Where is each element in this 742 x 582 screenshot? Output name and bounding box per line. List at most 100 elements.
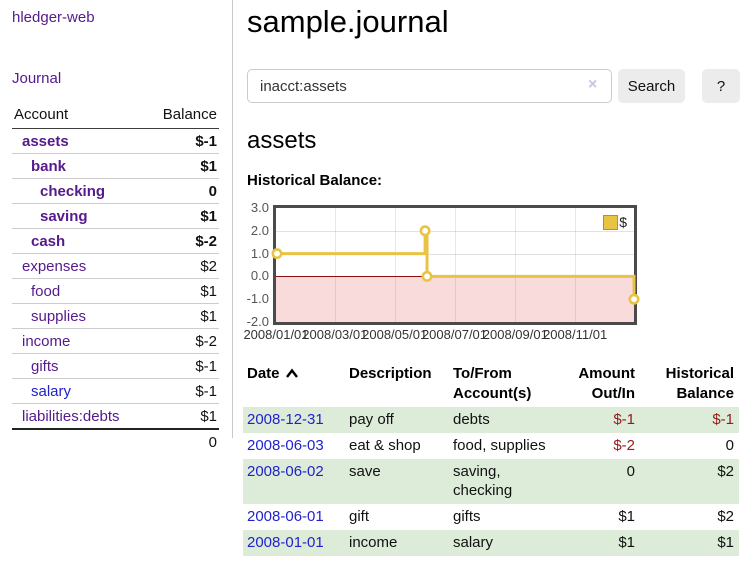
clear-search-icon[interactable]: × <box>588 76 598 93</box>
chart-hgridline <box>276 253 634 255</box>
account-link[interactable]: income <box>22 332 71 350</box>
chart-vgridline <box>394 208 396 322</box>
data-point-marker <box>271 248 283 260</box>
txn-date-link[interactable]: 2008-06-02 <box>247 463 324 480</box>
account-name-cell: gifts <box>12 353 148 379</box>
account-name-cell: assets <box>12 128 148 154</box>
transactions-header-row: Date Description To/From Account(s) Amount … <box>243 361 739 407</box>
txn-date-cell: 2008-06-02 <box>243 459 345 504</box>
x-axis-tick-label: 2008/05/01 <box>362 327 428 342</box>
txn-balance-cell: $2 <box>717 508 734 525</box>
accounts-table-body: assets $-1 bank $1 checking 0 saving $1 cash $-2 e… <box>12 128 219 454</box>
transaction-row: 2008-06-03 eat & shop food, supplies $-2 0 <box>243 433 739 459</box>
search-help-button[interactable]: ? <box>702 69 740 103</box>
txn-date-link[interactable]: 2008-12-31 <box>247 411 324 428</box>
column-header-date[interactable]: Date <box>243 361 345 407</box>
transactions-table-body: 2008-12-31 pay off debts $-1 $-1 2008-06-03 ea… <box>243 407 739 556</box>
chart-plot: 3.0 2.0 1.0 0.0 -1.0 -2.0 2008/01/01 2008/03/01… <box>243 200 640 342</box>
txn-balance-cell: $1 <box>640 530 739 556</box>
account-link[interactable]: food <box>31 282 61 300</box>
account-balance: $1 <box>147 403 219 430</box>
txn-amount-cell: 0 <box>560 459 640 504</box>
chart-hgridline <box>276 299 634 301</box>
y-axis-tick-label: 1.0 <box>250 245 269 261</box>
account-balance: $-2 <box>147 228 219 254</box>
txn-accounts-cell: saving, checking <box>449 459 560 504</box>
search-input[interactable] <box>247 69 612 103</box>
txn-date-cell: 2008-01-01 <box>243 530 345 556</box>
chart-title: Historical Balance: <box>247 172 383 189</box>
txn-date-link[interactable]: 2008-06-01 <box>247 508 324 525</box>
data-point-marker <box>421 270 433 282</box>
column-header-label: Amount Out/In <box>578 365 635 402</box>
account-link[interactable]: saving <box>40 207 88 225</box>
account-name-cell: liabilities:debts <box>12 403 148 430</box>
account-name-cell: income <box>12 328 148 354</box>
account-name-cell: saving <box>12 203 148 229</box>
account-link[interactable]: gifts <box>31 357 59 375</box>
txn-amount-cell: $-1 <box>560 407 640 433</box>
account-link[interactable]: assets <box>22 132 69 150</box>
account-link[interactable]: supplies <box>31 307 87 325</box>
chart-vgridline <box>334 208 336 322</box>
account-balance: $1 <box>147 203 219 229</box>
account-row: gifts $-1 <box>12 353 219 379</box>
account-balance: $-1 <box>147 353 219 379</box>
app-brand-link[interactable]: hledger-web <box>12 9 95 26</box>
column-header-label: Description <box>349 365 432 382</box>
txn-date-link[interactable]: 2008-06-03 <box>247 437 324 454</box>
chart-vgridline <box>454 208 456 322</box>
txn-description-cell: gift <box>349 508 370 525</box>
account-row: expenses $2 <box>12 253 219 279</box>
account-row: food $1 <box>12 278 219 304</box>
transaction-row: 2008-06-01 gift gifts $1 $2 <box>243 504 739 530</box>
chart-vgridline <box>575 208 577 322</box>
accounts-total-row: 0 <box>12 428 219 454</box>
y-axis-tick-label: 0.0 <box>250 268 269 284</box>
balance-series <box>271 225 640 305</box>
y-axis-tick-label: -2.0 <box>246 314 269 329</box>
txn-description-cell: pay off <box>345 407 449 433</box>
search-form: × Search ? <box>247 69 742 103</box>
txn-date-link[interactable]: 2008-01-01 <box>247 534 324 551</box>
txn-accounts-cell: gifts <box>453 508 481 525</box>
txn-amount-cell: $1 <box>618 508 635 525</box>
account-link[interactable]: liabilities:debts <box>22 407 120 425</box>
column-header-description: Description <box>345 361 449 407</box>
txn-date-cell: 2008-06-01 <box>243 504 345 530</box>
account-name-cell: expenses <box>12 253 148 279</box>
x-axis-tick-label: 2008/03/01 <box>302 327 368 342</box>
account-link[interactable]: checking <box>40 182 106 200</box>
column-header-historical-balance: Historical Balance <box>640 361 739 407</box>
x-axis-tick-label: 2008/11/01 <box>543 327 608 342</box>
account-link[interactable]: bank <box>31 157 67 175</box>
sidebar-item-journal[interactable]: Journal <box>12 70 62 87</box>
transaction-row: 2008-01-01 income salary $1 $1 <box>243 530 739 556</box>
txn-accounts-cell: food, supplies <box>453 437 546 454</box>
account-link[interactable]: salary <box>31 382 72 400</box>
account-row: bank $1 <box>12 153 219 179</box>
sort-asc-icon <box>285 366 299 383</box>
txn-date-cell: 2008-12-31 <box>243 407 345 433</box>
account-link[interactable]: cash <box>31 232 66 250</box>
y-axis-tick-label: -1.0 <box>246 291 269 307</box>
txn-balance-cell: $-1 <box>640 407 739 433</box>
account-balance: $1 <box>147 303 219 329</box>
sidebar: hledger-web Journal Account Balance asse… <box>0 0 233 454</box>
txn-date-cell: 2008-06-03 <box>243 433 345 459</box>
search-button[interactable]: Search <box>618 69 685 103</box>
account-balance: 0 <box>147 178 219 204</box>
column-header-label: Date <box>247 365 280 382</box>
txn-accounts-cell: salary <box>449 530 560 556</box>
txn-amount-cell: $1 <box>560 530 640 556</box>
transaction-row: 2008-12-31 pay off debts $-1 $-1 <box>243 407 739 433</box>
account-name-cell: salary <box>12 378 148 404</box>
y-axis-tick-label: 2.0 <box>250 222 269 238</box>
account-balance: $1 <box>147 278 219 304</box>
account-row: cash $-2 <box>12 228 219 254</box>
data-point-marker <box>419 225 431 237</box>
data-point-marker <box>628 293 640 305</box>
account-balance: $-1 <box>147 128 219 154</box>
account-link[interactable]: expenses <box>22 257 87 275</box>
accounts-total-spacer <box>12 428 148 454</box>
